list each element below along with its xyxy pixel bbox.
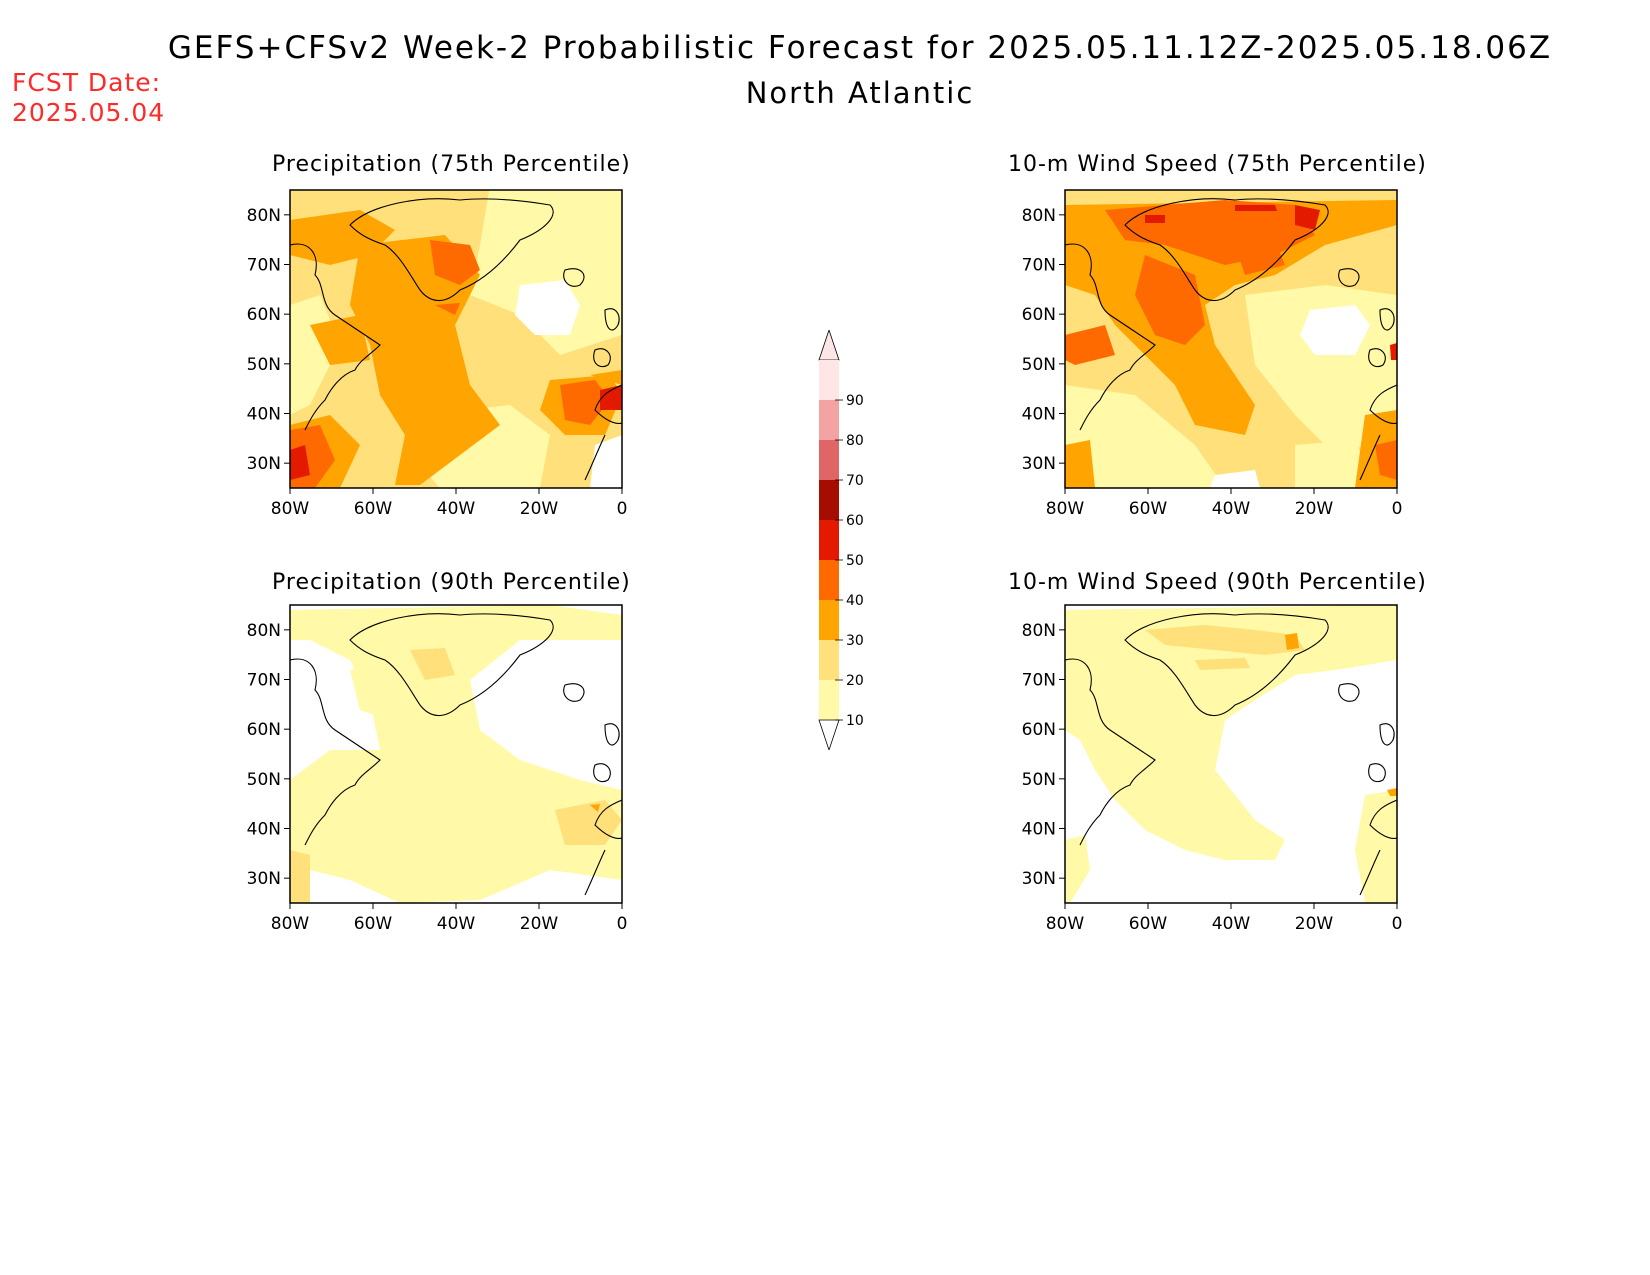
wind-90-fill <box>1065 605 1397 903</box>
lat-tick-label: 30N <box>247 869 281 889</box>
colorbar: 90 80 70 60 50 40 30 20 10 <box>818 330 864 750</box>
colorbar-swatch <box>819 480 839 520</box>
lat-tick-label: 60N <box>1022 720 1056 740</box>
lat-tick-label: 80N <box>247 206 281 226</box>
lon-tick-label: 40W <box>1212 499 1251 519</box>
lat-tick-label: 50N <box>247 355 281 375</box>
lat-tick-label: 50N <box>1022 355 1056 375</box>
colorbar-swatch <box>819 600 839 640</box>
colorbar-swatch <box>819 520 839 560</box>
precip-75-coastline <box>290 198 622 481</box>
colorbar-label: 30 <box>846 633 864 649</box>
colorbar-swatch <box>819 640 839 680</box>
panel-title-wind-90: 10-m Wind Speed (90th Percentile) <box>1008 570 1427 595</box>
lon-tick-label: 40W <box>437 914 476 934</box>
lon-tick-label: 0 <box>617 914 628 934</box>
precip-90-coastline <box>290 613 622 896</box>
lat-tick-label: 40N <box>247 405 281 425</box>
lat-tick-label: 70N <box>1022 671 1056 691</box>
lon-tick-label: 0 <box>1392 499 1403 519</box>
lat-tick-label: 80N <box>1022 621 1056 641</box>
lon-tick-label: 0 <box>617 499 628 519</box>
colorbar-labels: 90 80 70 60 50 40 30 20 10 <box>835 393 864 729</box>
colorbar-swatch <box>819 680 839 720</box>
colorbar-top-arrow <box>818 330 840 361</box>
fcst-date-value: 2025.05.04 <box>12 98 166 127</box>
wind-90-coastline <box>1065 613 1397 896</box>
colorbar-swatch <box>819 400 839 440</box>
lat-tick-label: 30N <box>1022 869 1056 889</box>
precip-90-fill <box>290 605 622 903</box>
colorbar-swatch <box>819 440 839 480</box>
map-wind-75: 80N 70N 60N 50N 40N 30N 80W 60W 40W 20W 0 <box>1022 189 1403 519</box>
lon-tick-label: 20W <box>520 499 559 519</box>
lat-tick-label: 40N <box>247 820 281 840</box>
lon-tick-label: 40W <box>1212 914 1251 934</box>
lon-tick-label: 40W <box>437 499 476 519</box>
map-precip-90: 80N 70N 60N 50N 40N 30N 80W 60W 40W 20W 0 <box>247 604 628 934</box>
lon-tick-label: 0 <box>1392 914 1403 934</box>
lat-tick-label: 50N <box>1022 770 1056 790</box>
lat-tick-label: 70N <box>1022 256 1056 276</box>
wind-75-coastline <box>1065 198 1397 481</box>
lon-tick-label: 60W <box>354 914 393 934</box>
lon-tick-label: 20W <box>520 914 559 934</box>
panel-title-wind-75: 10-m Wind Speed (75th Percentile) <box>1008 152 1427 177</box>
fcst-date-label: FCST Date: <box>12 68 162 97</box>
colorbar-label: 20 <box>846 673 864 689</box>
colorbar-label: 70 <box>846 473 864 489</box>
colorbar-label: 80 <box>846 433 864 449</box>
lat-tick-label: 70N <box>247 256 281 276</box>
colorbar-swatches <box>818 330 840 750</box>
lat-tick-label: 80N <box>1022 206 1056 226</box>
lat-tick-label: 60N <box>247 720 281 740</box>
map-wind-90: 80N 70N 60N 50N 40N 30N 80W 60W 40W 20W 0 <box>1022 604 1403 934</box>
colorbar-swatch <box>819 560 839 600</box>
lon-tick-label: 80W <box>271 914 310 934</box>
colorbar-label: 40 <box>846 593 864 609</box>
lon-tick-label: 60W <box>1129 914 1168 934</box>
colorbar-label: 60 <box>846 513 864 529</box>
lat-tick-label: 30N <box>1022 454 1056 474</box>
colorbar-label: 90 <box>846 393 864 409</box>
lon-tick-label: 80W <box>271 499 310 519</box>
lon-tick-label: 20W <box>1295 499 1334 519</box>
precip-75-fill <box>290 190 622 488</box>
lon-tick-label: 60W <box>354 499 393 519</box>
lat-tick-label: 40N <box>1022 405 1056 425</box>
panel-title-precip-90: Precipitation (90th Percentile) <box>272 570 631 595</box>
lat-tick-label: 70N <box>247 671 281 691</box>
lat-tick-label: 50N <box>247 770 281 790</box>
map-precip-75: 80N 70N 60N 50N 40N 30N 80W 60W 40W 20W 0 <box>247 189 628 519</box>
region-title: North Atlantic <box>745 76 975 110</box>
colorbar-label: 10 <box>846 713 864 729</box>
lon-tick-label: 60W <box>1129 499 1168 519</box>
lon-tick-label: 20W <box>1295 914 1334 934</box>
wind-75-fill <box>1065 190 1397 488</box>
colorbar-swatch <box>819 360 839 400</box>
lat-tick-label: 30N <box>247 454 281 474</box>
lon-tick-label: 80W <box>1046 499 1085 519</box>
lat-tick-label: 80N <box>247 621 281 641</box>
lat-tick-label: 60N <box>247 305 281 325</box>
lat-tick-label: 60N <box>1022 305 1056 325</box>
panel-title-precip-75: Precipitation (75th Percentile) <box>272 152 631 177</box>
colorbar-bottom-arrow <box>818 719 840 750</box>
colorbar-label: 50 <box>846 553 864 569</box>
lon-tick-label: 80W <box>1046 914 1085 934</box>
lat-tick-label: 40N <box>1022 820 1056 840</box>
main-title: GEFS+CFSv2 Week-2 Probabilistic Forecast… <box>167 30 1553 66</box>
